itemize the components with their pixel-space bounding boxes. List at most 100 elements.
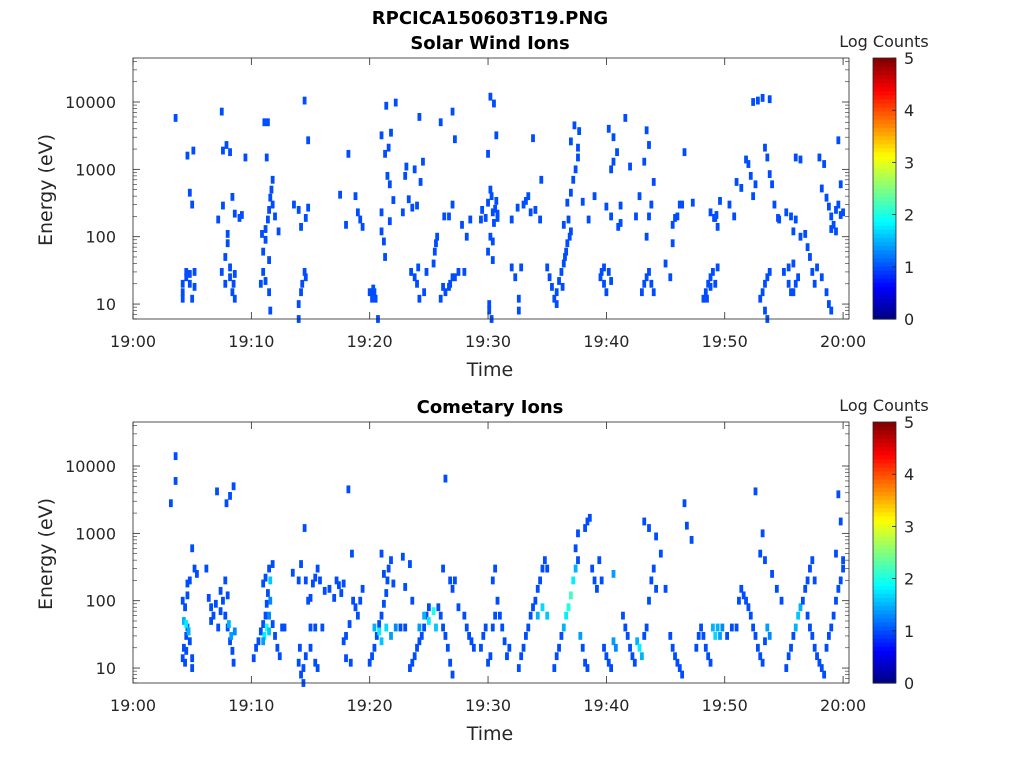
- y-tick-label: 10000: [65, 93, 116, 112]
- data-cell: [701, 632, 706, 640]
- data-cell: [573, 544, 578, 553]
- data-cell: [185, 591, 190, 600]
- colorbar-tick-label: 1: [904, 622, 914, 641]
- data-cell: [572, 121, 577, 130]
- data-cell: [432, 247, 437, 256]
- data-cell: [184, 632, 189, 640]
- colorbar-segment: [873, 184, 896, 190]
- data-cell: [554, 652, 559, 661]
- y-tick-label: 1000: [75, 160, 116, 179]
- data-cell: [276, 227, 281, 236]
- colorbar-segment: [873, 552, 896, 558]
- data-cell: [513, 273, 518, 282]
- colorbar-segment: [873, 634, 896, 639]
- colorbar-segment: [873, 123, 896, 128]
- colorbar-segment: [873, 666, 896, 672]
- data-cell: [561, 623, 566, 632]
- data-cell: [565, 198, 570, 207]
- colorbar-segment: [873, 532, 896, 537]
- data-cell: [571, 175, 576, 184]
- data-cell: [763, 306, 767, 315]
- x-tick-label: 19:50: [702, 696, 748, 715]
- data-cell: [355, 208, 360, 217]
- data-cell: [389, 632, 393, 640]
- data-cell: [408, 560, 412, 568]
- colorbar-segment: [873, 159, 896, 165]
- colorbar-segment: [873, 438, 896, 443]
- colorbar-tick-label: 4: [904, 465, 914, 484]
- data-cell: [838, 517, 843, 526]
- data-cell: [791, 227, 796, 236]
- data-cell: [448, 658, 453, 667]
- data-cell: [303, 576, 308, 585]
- data-cell: [748, 171, 753, 180]
- data-cell: [355, 611, 360, 620]
- data-cell: [190, 654, 195, 663]
- colorbar-segment: [873, 294, 896, 300]
- data-cell: [642, 279, 647, 288]
- data-cell: [415, 201, 419, 210]
- solar-wind-ylabel: Energy (eV): [35, 134, 57, 246]
- data-cell: [793, 153, 798, 162]
- data-cell: [786, 263, 791, 272]
- y-tick-label: 100: [85, 592, 116, 611]
- data-cell: [576, 529, 580, 538]
- y-tick-label: 10000: [65, 457, 116, 476]
- data-cell: [381, 237, 386, 246]
- data-cell: [190, 200, 195, 209]
- data-cell: [554, 300, 559, 308]
- colorbar-segment: [873, 625, 896, 631]
- data-cell: [381, 599, 386, 608]
- colorbar-segment: [873, 458, 896, 464]
- data-cell: [718, 196, 722, 205]
- data-cell: [273, 212, 277, 221]
- data-cell: [318, 576, 322, 585]
- data-cell: [263, 235, 268, 244]
- data-cell: [644, 126, 649, 135]
- data-cell: [706, 279, 711, 288]
- data-cell: [609, 212, 614, 221]
- colorbar-segment: [873, 58, 896, 63]
- data-cell: [490, 237, 495, 246]
- solar-wind-xlabel: Time: [466, 359, 514, 381]
- data-cell: [339, 589, 344, 597]
- data-cell: [190, 544, 195, 553]
- data-cell: [587, 513, 592, 522]
- colorbar-segment: [873, 102, 896, 108]
- colorbar-segment: [873, 115, 896, 120]
- data-cell: [715, 623, 720, 632]
- colorbar-segment: [873, 229, 896, 234]
- data-cell: [448, 576, 453, 585]
- x-tick-label: 19:20: [347, 332, 393, 351]
- data-cell: [184, 268, 189, 276]
- colorbar-segment: [873, 310, 896, 316]
- data-cell: [516, 306, 521, 315]
- colorbar-segment: [873, 176, 896, 181]
- data-cell: [805, 243, 810, 252]
- data-cell: [668, 273, 673, 282]
- data-cell: [737, 596, 741, 605]
- data-cell: [263, 611, 268, 620]
- colorbar-segment: [873, 278, 896, 283]
- data-cell: [604, 288, 609, 297]
- data-cell: [263, 573, 268, 582]
- data-cell: [421, 157, 425, 166]
- data-cell: [389, 556, 393, 565]
- data-cell: [538, 576, 543, 585]
- data-cell: [486, 658, 490, 667]
- data-cell: [251, 654, 256, 663]
- data-cell: [539, 175, 544, 184]
- colorbar-segment: [873, 237, 896, 243]
- data-cell: [826, 300, 831, 308]
- data-cell: [384, 101, 389, 110]
- colorbar-segment: [873, 249, 896, 255]
- data-cell: [682, 148, 687, 157]
- data-cell: [595, 584, 599, 593]
- data-cell: [313, 573, 318, 582]
- data-cell: [424, 268, 429, 276]
- data-cell: [815, 652, 819, 661]
- colorbar-segment: [873, 470, 896, 476]
- x-tick-label: 19:20: [347, 696, 393, 715]
- data-cell: [680, 200, 685, 209]
- data-cell: [554, 288, 559, 297]
